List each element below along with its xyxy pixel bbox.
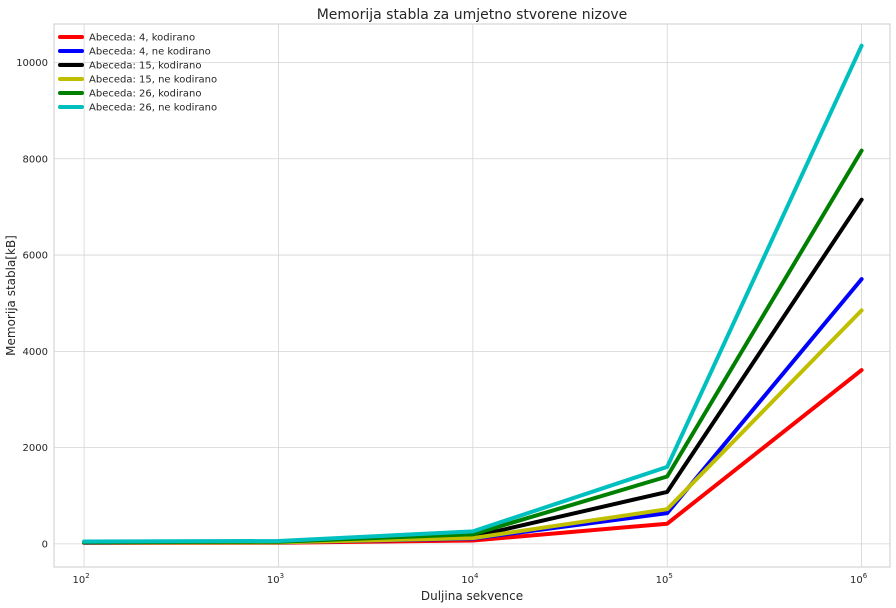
y-tick-label: 2000 bbox=[23, 443, 48, 454]
legend: Abeceda: 4, kodirano Abeceda: 4, ne kodir… bbox=[58, 33, 217, 114]
y-tick-label: 10000 bbox=[16, 58, 48, 69]
x-tick-label: 102 bbox=[73, 572, 90, 586]
x-tick-base: 10 bbox=[267, 575, 280, 586]
x-tick-exponent: 4 bbox=[474, 572, 479, 580]
x-tick-label: 103 bbox=[267, 572, 284, 586]
y-tick-label: 8000 bbox=[23, 154, 48, 165]
legend-label: Abeceda: 4, kodirano bbox=[89, 33, 195, 44]
x-axis-label: Duljina sekvence bbox=[421, 589, 523, 603]
x-tick-label: 106 bbox=[850, 572, 868, 586]
chart-title: Memorija stabla za umjetno stvorene nizo… bbox=[317, 7, 628, 23]
y-tick-label: 0 bbox=[42, 539, 48, 550]
legend-label: Abeceda: 15, kodirano bbox=[89, 61, 201, 72]
legend-label: Abeceda: 26, ne kodirano bbox=[89, 103, 217, 114]
x-tick-base: 10 bbox=[73, 575, 86, 586]
legend-label: Abeceda: 26, kodirano bbox=[89, 89, 201, 100]
plot-area bbox=[53, 23, 891, 568]
y-tick-label: 6000 bbox=[23, 251, 48, 262]
x-tick-base: 10 bbox=[850, 575, 863, 586]
x-tick-exponent: 6 bbox=[863, 572, 868, 580]
y-tick-label: 4000 bbox=[23, 347, 48, 358]
x-tick-exponent: 2 bbox=[85, 572, 89, 580]
grid bbox=[54, 24, 890, 567]
x-tick-base: 10 bbox=[461, 575, 474, 586]
legend-label: Abeceda: 4, ne kodirano bbox=[89, 47, 211, 58]
series-lines bbox=[82, 43, 864, 545]
series-line-5 bbox=[82, 43, 864, 544]
x-tick-base: 10 bbox=[656, 575, 669, 586]
x-tick-label: 105 bbox=[656, 572, 673, 586]
x-tick-exponent: 3 bbox=[280, 572, 284, 580]
x-tick-exponent: 5 bbox=[668, 572, 672, 580]
y-axis-label: Memorija stabla[kB] bbox=[4, 235, 18, 356]
x-tick-label: 104 bbox=[461, 572, 479, 586]
legend-label: Abeceda: 15, ne kodirano bbox=[89, 75, 217, 86]
